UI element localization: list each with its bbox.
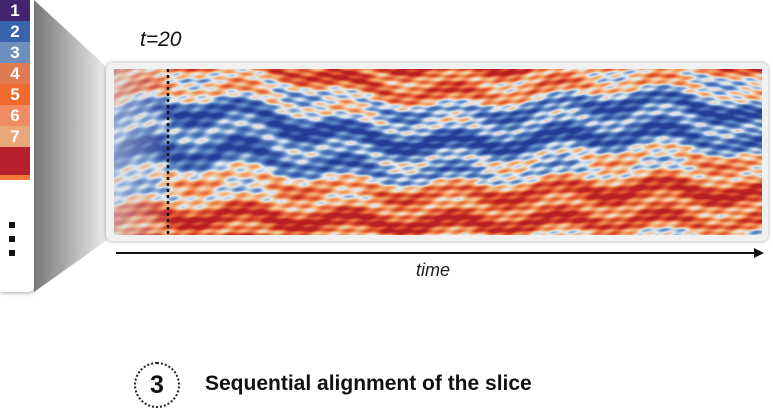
time-axis-label: time xyxy=(416,260,451,280)
slice-panel xyxy=(106,63,768,241)
cell-9 xyxy=(0,175,30,180)
cell-5: 5 xyxy=(0,84,30,105)
cell-8 xyxy=(0,147,30,175)
time-marker-line xyxy=(166,69,170,235)
cell-4: 4 xyxy=(0,63,30,84)
cell-6: 6 xyxy=(0,105,30,126)
ellipsis-icon xyxy=(9,222,15,264)
cell-3: 3 xyxy=(0,42,30,63)
step-number-badge: 3 xyxy=(134,362,180,408)
cell-strip: 1 2 3 4 5 6 7 xyxy=(0,0,34,292)
step-title: Sequential alignment of the slice xyxy=(205,372,532,395)
slice-heatmap xyxy=(114,69,762,235)
cell-1: 1 xyxy=(0,0,30,21)
cell-7: 7 xyxy=(0,126,30,147)
cell-2: 2 xyxy=(0,21,30,42)
time-marker-label: t=20 xyxy=(140,28,182,51)
